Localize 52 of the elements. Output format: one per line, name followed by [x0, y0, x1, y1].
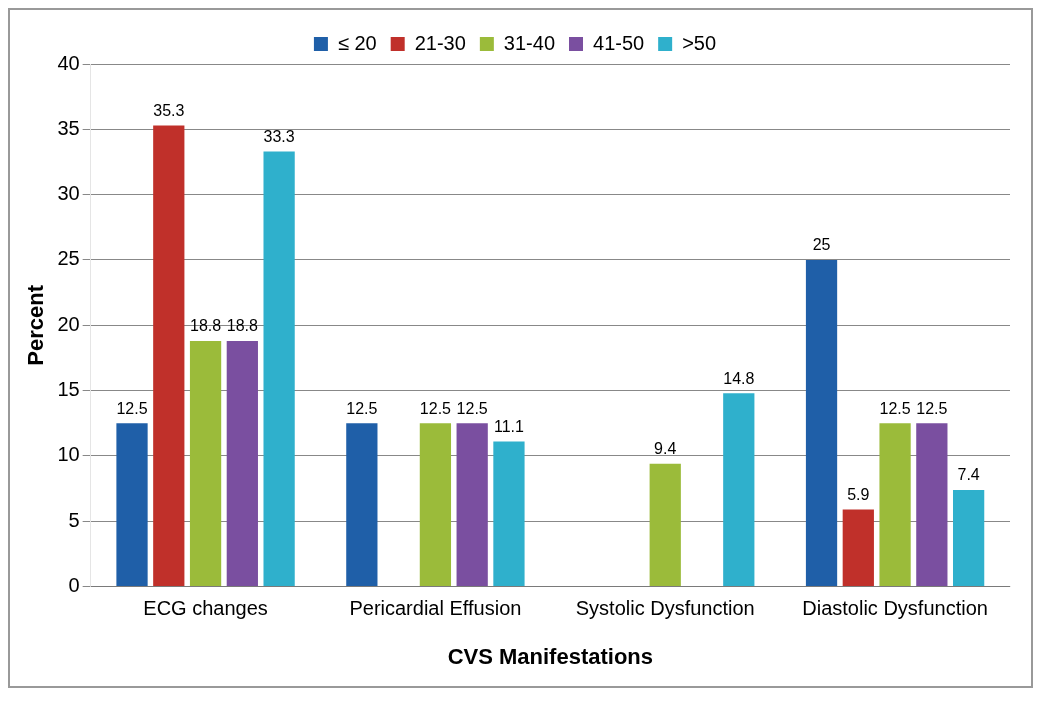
- legend-label: 41-50: [593, 31, 645, 54]
- bar: [116, 423, 148, 587]
- bar: [649, 463, 681, 587]
- bar: [953, 489, 985, 587]
- legend-label: ≤ 20: [337, 31, 377, 54]
- bar: [842, 509, 874, 587]
- legend-label: >50: [682, 31, 717, 54]
- bar: [493, 441, 525, 587]
- legend-label: 21-30: [414, 31, 466, 54]
- bar: [226, 340, 258, 587]
- data-label: 33.3: [263, 127, 295, 145]
- bar: [879, 423, 911, 587]
- data-label: 9.4: [654, 440, 677, 458]
- bar: [456, 423, 488, 587]
- y-tick-label: 10: [57, 443, 80, 466]
- legend-label: 31-40: [503, 31, 556, 54]
- data-label: 12.5: [419, 399, 452, 417]
- data-label: 12.5: [456, 399, 488, 417]
- y-tick-label: 5: [68, 508, 80, 531]
- y-tick-label: 20: [57, 312, 80, 335]
- data-label: 25: [812, 236, 831, 254]
- data-label: 14.8: [723, 369, 755, 387]
- data-label: 12.5: [346, 399, 378, 417]
- data-label: 12.5: [879, 399, 911, 417]
- x-axis-title: CVS Manifestations: [447, 643, 654, 669]
- data-label: 35.3: [153, 101, 185, 119]
- bar: [263, 151, 295, 587]
- y-tick-label: 15: [57, 378, 80, 401]
- y-tick-label: 0: [68, 574, 80, 597]
- x-tick-label: Pericardial Effusion: [349, 597, 522, 620]
- data-label: 18.8: [226, 317, 259, 335]
- x-tick-label: ECG changes: [143, 597, 268, 620]
- bar: [153, 125, 185, 587]
- bar: [805, 259, 838, 587]
- bar: [346, 423, 378, 587]
- y-tick-label: 40: [57, 51, 80, 74]
- data-label: 7.4: [957, 466, 980, 484]
- bar: [916, 423, 948, 587]
- bar: [723, 393, 755, 587]
- x-tick-label: Diastolic Dysfunction: [802, 597, 988, 620]
- data-label: 12.5: [116, 399, 148, 417]
- y-tick-label: 25: [57, 247, 80, 270]
- y-tick-label: 35: [57, 116, 80, 139]
- data-label: 11.1: [493, 417, 525, 435]
- y-axis-title: Percent: [23, 284, 49, 366]
- x-tick-label: Systolic Dysfunction: [575, 597, 755, 620]
- data-label: 5.9: [847, 485, 870, 503]
- y-tick-label: 30: [57, 182, 80, 205]
- data-label: 18.8: [190, 317, 222, 335]
- data-label: 12.5: [916, 399, 948, 417]
- bar: [419, 423, 452, 587]
- bar: [189, 340, 222, 587]
